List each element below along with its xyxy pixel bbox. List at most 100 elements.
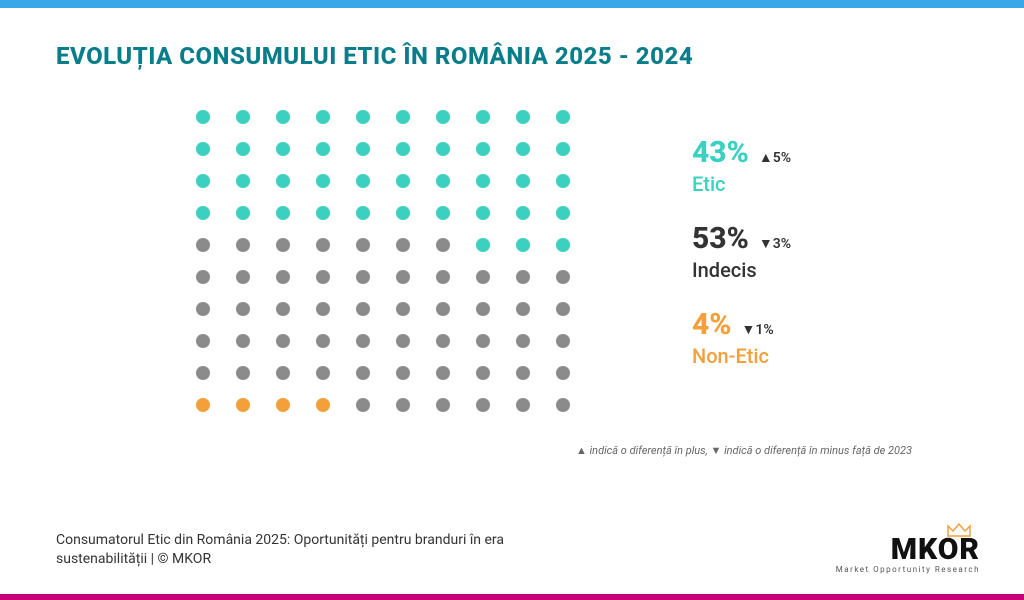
chart-dot [396, 174, 410, 188]
chart-dot [396, 110, 410, 124]
chart-dot [516, 110, 530, 124]
chart-dot [476, 270, 490, 284]
chart-dot [476, 238, 490, 252]
legend-item-indecis: 53% ▼3% Indecis [692, 224, 791, 282]
chart-dot [196, 398, 210, 412]
chart-dot [556, 142, 570, 156]
bottom-accent-bar [0, 594, 1024, 600]
main-content: EVOLUȚIA CONSUMULUI ETIC ÎN ROMÂNIA 2025… [0, 8, 1024, 457]
chart-dot [236, 174, 250, 188]
arrow-up-icon: ▲5% [759, 149, 791, 166]
chart-dot [556, 110, 570, 124]
chart-dot [516, 206, 530, 220]
legend-percent-row: 43% ▲5% [692, 138, 791, 168]
brand-logo: MKOR Market Opportunity Research [836, 532, 980, 574]
chart-dot [196, 142, 210, 156]
legend-percent: 53% [692, 224, 749, 254]
chart-dot [396, 238, 410, 252]
chart-dot [516, 334, 530, 348]
arrow-down-icon: ▼3% [759, 235, 791, 252]
chart-dot [476, 110, 490, 124]
chart-dot [236, 334, 250, 348]
chart-dot [556, 398, 570, 412]
chart-dot [356, 110, 370, 124]
chart-dot [556, 238, 570, 252]
chart-dot [236, 110, 250, 124]
chart-dot [516, 142, 530, 156]
chart-dot [276, 398, 290, 412]
chart-dot [356, 302, 370, 316]
chart-dot [236, 398, 250, 412]
chart-dot [476, 398, 490, 412]
chart-dot [356, 174, 370, 188]
footer-citation: Consumatorul Etic din România 2025: Opor… [56, 531, 576, 570]
legend-percent-row: 4% ▼1% [692, 310, 791, 340]
chart-dot [316, 110, 330, 124]
chart-dot [276, 334, 290, 348]
chart-dot [556, 270, 570, 284]
chart-dot [276, 238, 290, 252]
chart-dot [516, 238, 530, 252]
chart-dot [276, 302, 290, 316]
chart-dot [316, 366, 330, 380]
chart-dot [196, 366, 210, 380]
logo-text: MKOR [891, 532, 980, 567]
chart-dot [396, 142, 410, 156]
chart-dot [516, 270, 530, 284]
chart-dot [356, 398, 370, 412]
page-title: EVOLUȚIA CONSUMULUI ETIC ÎN ROMÂNIA 2025… [56, 42, 968, 70]
chart-dot [396, 366, 410, 380]
chart-dot [236, 206, 250, 220]
chart-dot [396, 334, 410, 348]
chart-dot [436, 398, 450, 412]
chart-dot [556, 366, 570, 380]
chart-dot [556, 206, 570, 220]
legend-label: Etic [692, 172, 791, 196]
chart-dot [476, 334, 490, 348]
chart-dot [396, 398, 410, 412]
chart-dot [236, 238, 250, 252]
chart-dot [316, 334, 330, 348]
chart-dot [316, 206, 330, 220]
chart-dot [276, 174, 290, 188]
chart-dot [396, 206, 410, 220]
legend-item-non_etic: 4% ▼1% Non-Etic [692, 310, 791, 368]
chart-dot [196, 270, 210, 284]
chart-dot [236, 302, 250, 316]
chart-dot [316, 270, 330, 284]
body-row: 43% ▲5% Etic 53% ▼3% Indecis 4% ▼1% Non-Etic [56, 110, 968, 414]
footnote: ▲ indică o diferență în plus, ▼ indică o… [56, 444, 912, 457]
chart-dot [236, 142, 250, 156]
chart-dot [356, 334, 370, 348]
chart-dot [196, 110, 210, 124]
dot-matrix-chart [196, 110, 572, 414]
chart-dot [356, 366, 370, 380]
chart-dot [516, 174, 530, 188]
chart-dot [276, 366, 290, 380]
legend-percent: 4% [692, 310, 732, 340]
chart-dot [196, 206, 210, 220]
chart-dot [316, 174, 330, 188]
chart-dot [236, 270, 250, 284]
legend-percent: 43% [692, 138, 749, 168]
chart-dot [276, 142, 290, 156]
chart-dot [356, 270, 370, 284]
legend: 43% ▲5% Etic 53% ▼3% Indecis 4% ▼1% Non-Etic [692, 110, 791, 368]
legend-label: Non-Etic [692, 344, 791, 368]
chart-dot [516, 366, 530, 380]
chart-dot [516, 302, 530, 316]
chart-dot [436, 142, 450, 156]
chart-dot [436, 366, 450, 380]
chart-dot [436, 238, 450, 252]
chart-dot [356, 142, 370, 156]
chart-dot [276, 110, 290, 124]
chart-dot [316, 398, 330, 412]
legend-percent-row: 53% ▼3% [692, 224, 791, 254]
legend-label: Indecis [692, 258, 791, 282]
chart-dot [196, 174, 210, 188]
chart-dot [396, 302, 410, 316]
chart-dot [316, 142, 330, 156]
arrow-down-icon: ▼1% [742, 321, 774, 338]
chart-dot [436, 110, 450, 124]
chart-dot [476, 206, 490, 220]
